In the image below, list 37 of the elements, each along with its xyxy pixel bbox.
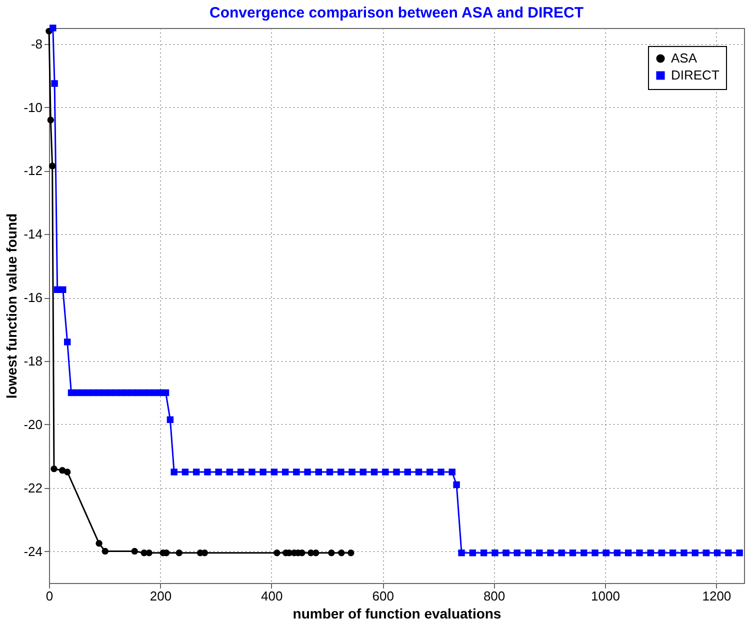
point xyxy=(64,468,71,476)
y-tick-label: -18 xyxy=(24,354,42,368)
y-axis-title: lowest function value found xyxy=(4,213,20,399)
y-tick-label: -24 xyxy=(24,544,42,559)
point xyxy=(298,550,306,556)
point xyxy=(338,550,345,556)
point xyxy=(312,550,320,556)
point xyxy=(348,550,354,556)
x-tick-label: 1000 xyxy=(591,588,620,604)
x-tick-label: 400 xyxy=(261,588,283,604)
y-tick-label: -10 xyxy=(24,100,42,115)
x-axis-title: number of function evaluations xyxy=(292,606,502,622)
point xyxy=(176,550,182,556)
x-tick-label: 800 xyxy=(483,588,506,604)
x-tick-label: 600 xyxy=(372,588,394,604)
point xyxy=(50,465,58,472)
y-tick-label: -8 xyxy=(30,36,42,52)
point xyxy=(146,550,152,556)
y-tick-label: -14 xyxy=(24,226,42,242)
chart-title: Convergence comparison between ASA and DIRECT xyxy=(210,4,584,22)
y-tick-label: -22 xyxy=(24,480,42,496)
y-tick-label: -16 xyxy=(24,290,42,306)
y-tick-label: -20 xyxy=(24,416,42,432)
point xyxy=(47,116,54,124)
point xyxy=(96,540,102,547)
x-tick-label: 0 xyxy=(46,588,54,604)
legend-label: DIRECT xyxy=(671,68,720,82)
x-tick-label: 200 xyxy=(150,588,172,604)
point xyxy=(131,548,138,555)
point xyxy=(328,550,335,556)
point xyxy=(48,162,56,170)
point xyxy=(201,550,208,556)
legend-label: ASA xyxy=(671,50,698,66)
x-tick-label: 1200 xyxy=(702,588,732,604)
point xyxy=(102,548,109,555)
y-tick-label: -12 xyxy=(24,163,42,178)
point xyxy=(274,550,280,556)
